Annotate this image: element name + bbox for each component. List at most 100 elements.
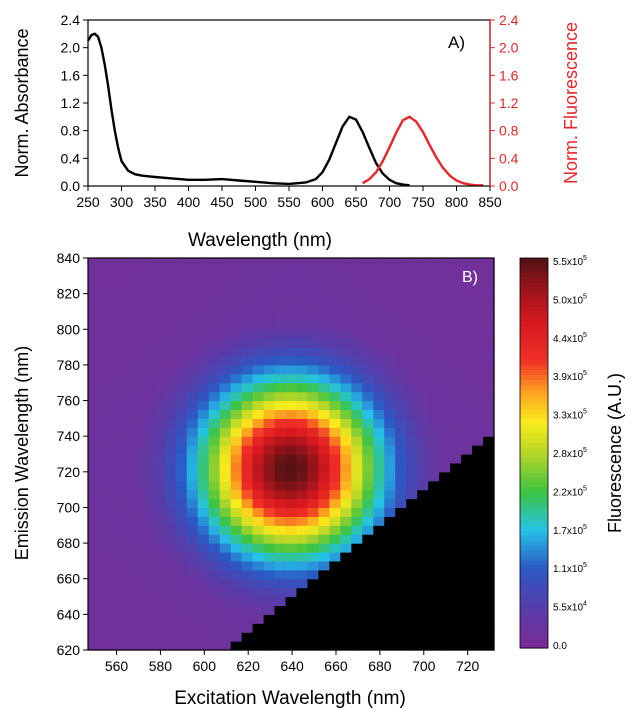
heatmap-cell [439, 400, 451, 411]
heatmap-cell [274, 382, 287, 393]
heatmap-cell [230, 525, 243, 535]
heatmap-cell [120, 454, 133, 464]
x-tick-label: 850 [478, 194, 502, 210]
heatmap-cell [340, 480, 352, 491]
heatmap-cell [428, 507, 440, 517]
heatmap-cell [175, 471, 188, 482]
heatmap-cell [98, 445, 111, 455]
heatmap-cell [351, 258, 363, 268]
heatmap-cell [186, 605, 199, 615]
heatmap-cell [241, 418, 254, 428]
heatmap-cell [98, 311, 111, 321]
heatmap-cell [230, 266, 243, 277]
heatmap-cell [208, 605, 221, 615]
heatmap-cell [219, 552, 232, 562]
heatmap-cell [439, 632, 451, 642]
heatmap-cell [164, 266, 177, 277]
heatmap-cell [296, 418, 309, 428]
heatmap-cell [120, 596, 133, 607]
colorbar-segment [520, 487, 548, 493]
heatmap-cell [164, 436, 177, 446]
heatmap-cell [296, 462, 309, 473]
heatmap-cell [230, 364, 243, 375]
y-tick-label: 700 [57, 499, 81, 515]
colorbar-segment [520, 531, 548, 537]
heatmap-cell [461, 373, 473, 384]
heatmap-cell [483, 560, 495, 571]
colorbar-segment [520, 336, 548, 342]
heatmap-cell [285, 311, 298, 321]
heatmap-cell [406, 516, 418, 526]
heatmap-cell [450, 347, 462, 357]
heatmap-cell [164, 258, 177, 268]
heatmap-cell [263, 543, 276, 553]
heatmap-cell [483, 525, 495, 535]
heatmap-cell [197, 560, 210, 571]
heatmap-cell [362, 427, 374, 437]
heatmap-cell [164, 569, 177, 580]
heatmap-cell [318, 525, 330, 535]
heatmap-cell [461, 471, 473, 482]
heatmap-cell [120, 302, 133, 313]
heatmap-cell [461, 498, 473, 509]
heatmap-cell [241, 454, 254, 464]
heatmap-cell [318, 427, 330, 437]
heatmap-cell [307, 471, 320, 482]
heatmap-cell [483, 578, 495, 589]
heatmap-cell [197, 436, 210, 446]
heatmap-cell [417, 605, 429, 615]
heatmap-cell [428, 284, 440, 295]
heatmap-cell [252, 462, 265, 473]
y-tick-label: 620 [57, 642, 81, 658]
heatmap-cell [263, 293, 276, 304]
heatmap-cell [252, 427, 265, 437]
heatmap-cell [285, 462, 298, 473]
heatmap-cell [131, 516, 144, 526]
heatmap-cell [472, 507, 484, 517]
heatmap-cell [472, 454, 484, 464]
heatmap-cell [307, 311, 320, 321]
heatmap-cell [252, 543, 265, 553]
colorbar-segment [520, 448, 548, 454]
heatmap-cell [175, 596, 188, 607]
heatmap-cell [307, 302, 320, 313]
heatmap-cell [109, 480, 122, 491]
heatmap-cell [197, 356, 210, 366]
heatmap-cell [120, 614, 133, 624]
heatmap-cell [208, 516, 221, 526]
y-tick-label-right: 0.4 [499, 150, 519, 166]
heatmap-cell [186, 409, 199, 419]
heatmap-cell [373, 320, 385, 330]
heatmap-cell [417, 614, 429, 624]
heatmap-cell [252, 471, 265, 482]
heatmap-cell [274, 427, 287, 437]
heatmap-cell [274, 596, 287, 607]
heatmap-cell [241, 338, 254, 348]
heatmap-cell [88, 382, 100, 393]
heatmap-cell [483, 436, 495, 446]
fluorescence-line [362, 115, 484, 187]
heatmap-cell [252, 418, 265, 428]
heatmap-cell [230, 489, 243, 500]
heatmap-cell [175, 623, 188, 633]
heatmap-cell [318, 623, 330, 633]
heatmap-cell [197, 373, 210, 384]
heatmap-cell [340, 320, 352, 330]
heatmap-cell [461, 445, 473, 455]
heatmap-cell [109, 578, 122, 589]
heatmap-cell [472, 534, 484, 544]
heatmap-cell [109, 614, 122, 624]
heatmap-cell [131, 311, 144, 321]
heatmap-cell [109, 507, 122, 517]
heatmap-cell [230, 391, 243, 402]
heatmap-cell [109, 498, 122, 509]
heatmap-cell [230, 641, 243, 651]
heatmap-cell [362, 275, 374, 286]
heatmap-cell [186, 258, 199, 268]
heatmap-cell [461, 258, 473, 268]
heatmap-cell [98, 391, 111, 402]
heatmap-cell [252, 347, 265, 357]
heatmap-cell [274, 489, 287, 500]
heatmap-cell [274, 400, 287, 411]
